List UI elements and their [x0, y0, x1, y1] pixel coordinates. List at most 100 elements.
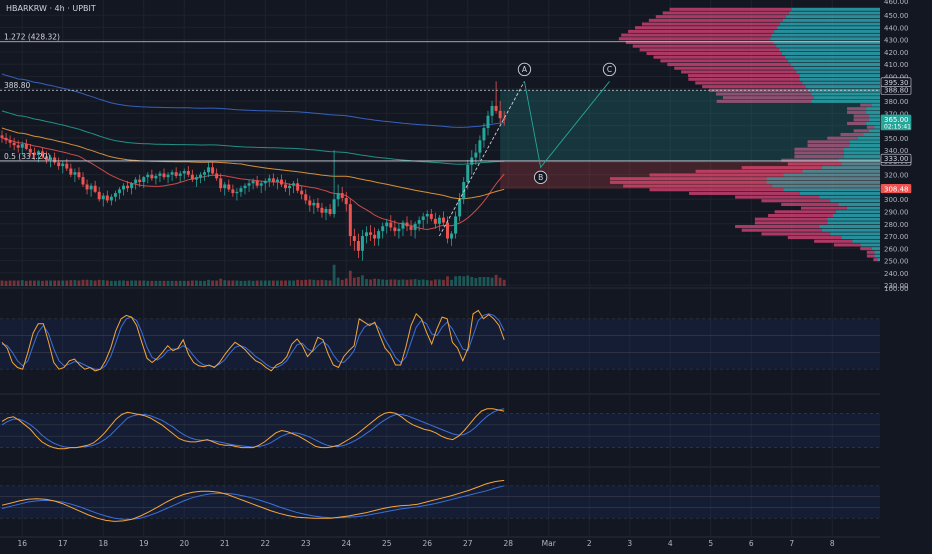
volume-profile-bar-teal [811, 92, 880, 96]
wave-marker: C [602, 62, 617, 77]
candle [150, 169, 154, 181]
volume-profile-bar-teal [857, 136, 880, 140]
volume-profile-bar-pink [669, 7, 792, 11]
volume-bar [243, 280, 247, 286]
candle [158, 171, 162, 183]
volume-bar [126, 280, 129, 286]
candle-body [65, 163, 69, 169]
volume-bar [300, 280, 304, 286]
candle-body [324, 209, 328, 213]
volume-profile-bar-teal [771, 33, 880, 37]
stoch-d-line [1, 408, 505, 449]
badge-text: 333.00 [884, 155, 909, 163]
volume-profile-bar-teal [821, 228, 880, 232]
volume-bar [174, 280, 178, 286]
volume-profile-bar-teal [868, 129, 880, 133]
candle [0, 130, 4, 143]
volume-profile-bar-teal [811, 99, 880, 103]
candle-body [20, 144, 24, 148]
fib-levels[interactable]: 1.272 (428.32) 388.80 0.5 (331.20) [0, 33, 880, 162]
candle [255, 175, 259, 189]
volume-profile-bar-teal [819, 195, 880, 199]
volume-profile-bar-pink [794, 147, 845, 151]
candle [8, 135, 12, 148]
candle-body [437, 217, 441, 224]
candle [352, 228, 356, 251]
volume-bar [33, 280, 36, 286]
candle-body [255, 180, 259, 186]
candle-body [142, 177, 146, 183]
candle-body [413, 223, 417, 230]
candle [243, 183, 247, 195]
volume-profile-bar-teal [780, 22, 880, 26]
volume-bar [101, 280, 105, 286]
volume-profile-bar-pink [761, 232, 831, 236]
volume-profile-bar-pink [847, 107, 867, 111]
volume-bar [105, 280, 109, 286]
volume-bar [462, 276, 466, 286]
candle-body [223, 184, 227, 189]
volume-bar [478, 277, 482, 286]
volume-bar [207, 279, 210, 286]
oscillator-panes[interactable]: 80.0060.0040.0020.00 80.0060.0040.0020.00… [0, 309, 904, 523]
candles[interactable] [0, 81, 506, 261]
volume-profile-bar-pink [735, 225, 820, 229]
ma-long [1, 110, 505, 165]
volume-bar [308, 279, 312, 286]
volume-profile-bar-teal [830, 199, 880, 203]
candle-body [49, 157, 53, 160]
candle [219, 173, 223, 192]
candle [32, 147, 36, 160]
candle [397, 223, 401, 239]
oscillator-pane: 80.0060.0040.0020.00 [0, 309, 904, 374]
volume-profile-bar-teal [787, 59, 880, 63]
candle-body [89, 185, 93, 190]
volume-profile-bar-teal [841, 162, 880, 166]
candle [275, 177, 279, 190]
price-tick: 280.00 [884, 221, 909, 229]
volume-bar [413, 279, 417, 286]
wave-circle [602, 62, 617, 77]
candle [454, 211, 458, 239]
volume-bar [312, 279, 316, 286]
candle [296, 178, 300, 194]
volume-bar [182, 280, 186, 286]
candle [16, 140, 20, 153]
volume-bar [219, 278, 223, 286]
candle-body [154, 175, 158, 179]
wave-annotations[interactable]: A B C [439, 62, 617, 237]
candle [130, 182, 134, 195]
candle [401, 220, 405, 237]
volume-profile-bar-pink [866, 254, 875, 258]
volume-bar [421, 279, 425, 286]
candle [146, 172, 150, 184]
badge-box [880, 153, 912, 164]
volume-profile-bar-pink [623, 184, 773, 188]
fib-level: 388.80 [0, 81, 880, 91]
candle [441, 211, 445, 227]
volume-bar [490, 277, 494, 286]
volume-profile-bar-pink [866, 250, 875, 254]
candle-body [32, 152, 36, 156]
volume-bar [170, 280, 174, 286]
time-axis[interactable]: 16 17 18 19 20 21 22 23 24 25 26 27 28 Mar 2 3 4 5 6 7 8 [17, 539, 834, 548]
candle [292, 180, 296, 194]
pane-backgrounds [0, 287, 880, 538]
volume-bar [223, 280, 227, 286]
volume-bar [458, 275, 462, 286]
symbol-title: HBARKRW · 4h · UPBIT [6, 4, 96, 13]
volume-bar [16, 280, 20, 286]
candle [320, 202, 324, 218]
badge-text: 365.00 [884, 116, 909, 124]
volume-bar [454, 276, 457, 286]
candle-body [425, 213, 429, 217]
price-badge: 395.30 [880, 77, 912, 87]
price-badge: 333.00 [880, 153, 912, 164]
candle [211, 162, 215, 175]
price-badge: 308.48 [880, 184, 912, 193]
candle-body [401, 222, 405, 229]
candle [288, 183, 292, 196]
fib-label: 0.5 (331.20) [4, 152, 50, 161]
price-axis[interactable]: 460.00450.00440.00430.00420.00410.00400.… [880, 0, 932, 550]
